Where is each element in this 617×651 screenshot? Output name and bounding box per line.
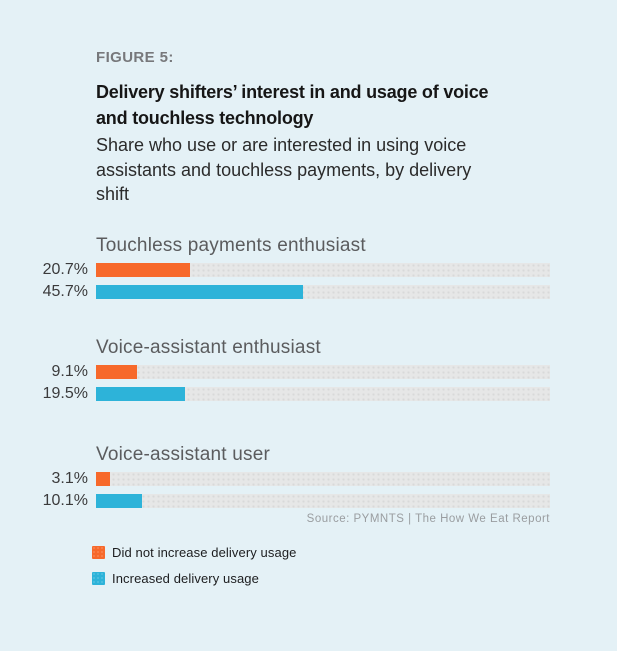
legend-swatch-blue	[92, 572, 105, 585]
chart-subtitle-line: shift	[96, 184, 130, 204]
chart-subtitle-line: assistants and touchless payments, by de…	[96, 159, 472, 180]
bar-did-not-increase	[96, 472, 111, 486]
category-label: Touchless payments enthusiast	[96, 235, 366, 256]
bar-row: 9.1%	[0, 363, 550, 380]
bar-row: 45.7%	[0, 283, 550, 300]
bar-row: 3.1%	[0, 470, 550, 487]
bar-track	[96, 472, 550, 486]
bar-row: 20.7%	[0, 261, 550, 278]
value-label: 20.7%	[42, 261, 88, 278]
source-note: Source: PYMNTS | The How We Eat Report	[306, 513, 550, 525]
bar-increased	[96, 494, 142, 508]
bar-row: 10.1%	[0, 492, 550, 509]
value-label: 9.1%	[51, 363, 88, 380]
figure-label: FIGURE 5:	[96, 49, 174, 66]
value-label: 10.1%	[42, 492, 88, 509]
chart-subtitle: Share who use or are interested in using…	[96, 133, 471, 207]
legend-item-increased: Increased delivery usage	[92, 571, 296, 586]
bar-group-voice-assistant-enthusiast: Voice-assistant enthusiast 9.1% 19.5%	[0, 337, 617, 409]
legend-swatch-orange	[92, 546, 105, 559]
category-label: Voice-assistant enthusiast	[96, 337, 321, 358]
value-label: 19.5%	[42, 385, 88, 402]
bar-track	[96, 387, 550, 401]
bar-did-not-increase	[96, 263, 190, 277]
bar-track	[96, 494, 550, 508]
bar-increased	[96, 285, 304, 299]
value-label: 45.7%	[42, 283, 88, 300]
value-label: 3.1%	[51, 470, 88, 487]
bar-track	[96, 285, 550, 299]
bar-track	[96, 365, 550, 379]
bar-did-not-increase	[96, 365, 138, 379]
bar-row: 19.5%	[0, 385, 550, 402]
legend-label: Did not increase delivery usage	[112, 545, 297, 560]
bar-group-touchless-payments-enthusiast: Touchless payments enthusiast 20.7% 45.7…	[0, 235, 617, 307]
legend: Did not increase delivery usage Increase…	[92, 545, 296, 586]
chart-title-line: Delivery shifters’ interest in and usage…	[96, 82, 489, 102]
chart-title: Delivery shifters’ interest in and usage…	[96, 79, 489, 131]
bar-track	[96, 263, 550, 277]
chart-subtitle-line: Share who use or are interested in using…	[96, 135, 467, 155]
legend-label: Increased delivery usage	[112, 571, 259, 586]
bar-group-voice-assistant-user: Voice-assistant user 3.1% 10.1%	[0, 444, 617, 516]
category-label: Voice-assistant user	[96, 444, 271, 465]
legend-item-did-not-increase: Did not increase delivery usage	[92, 545, 296, 560]
chart-title-line: and touchless technology	[96, 108, 314, 128]
bar-increased	[96, 387, 185, 401]
